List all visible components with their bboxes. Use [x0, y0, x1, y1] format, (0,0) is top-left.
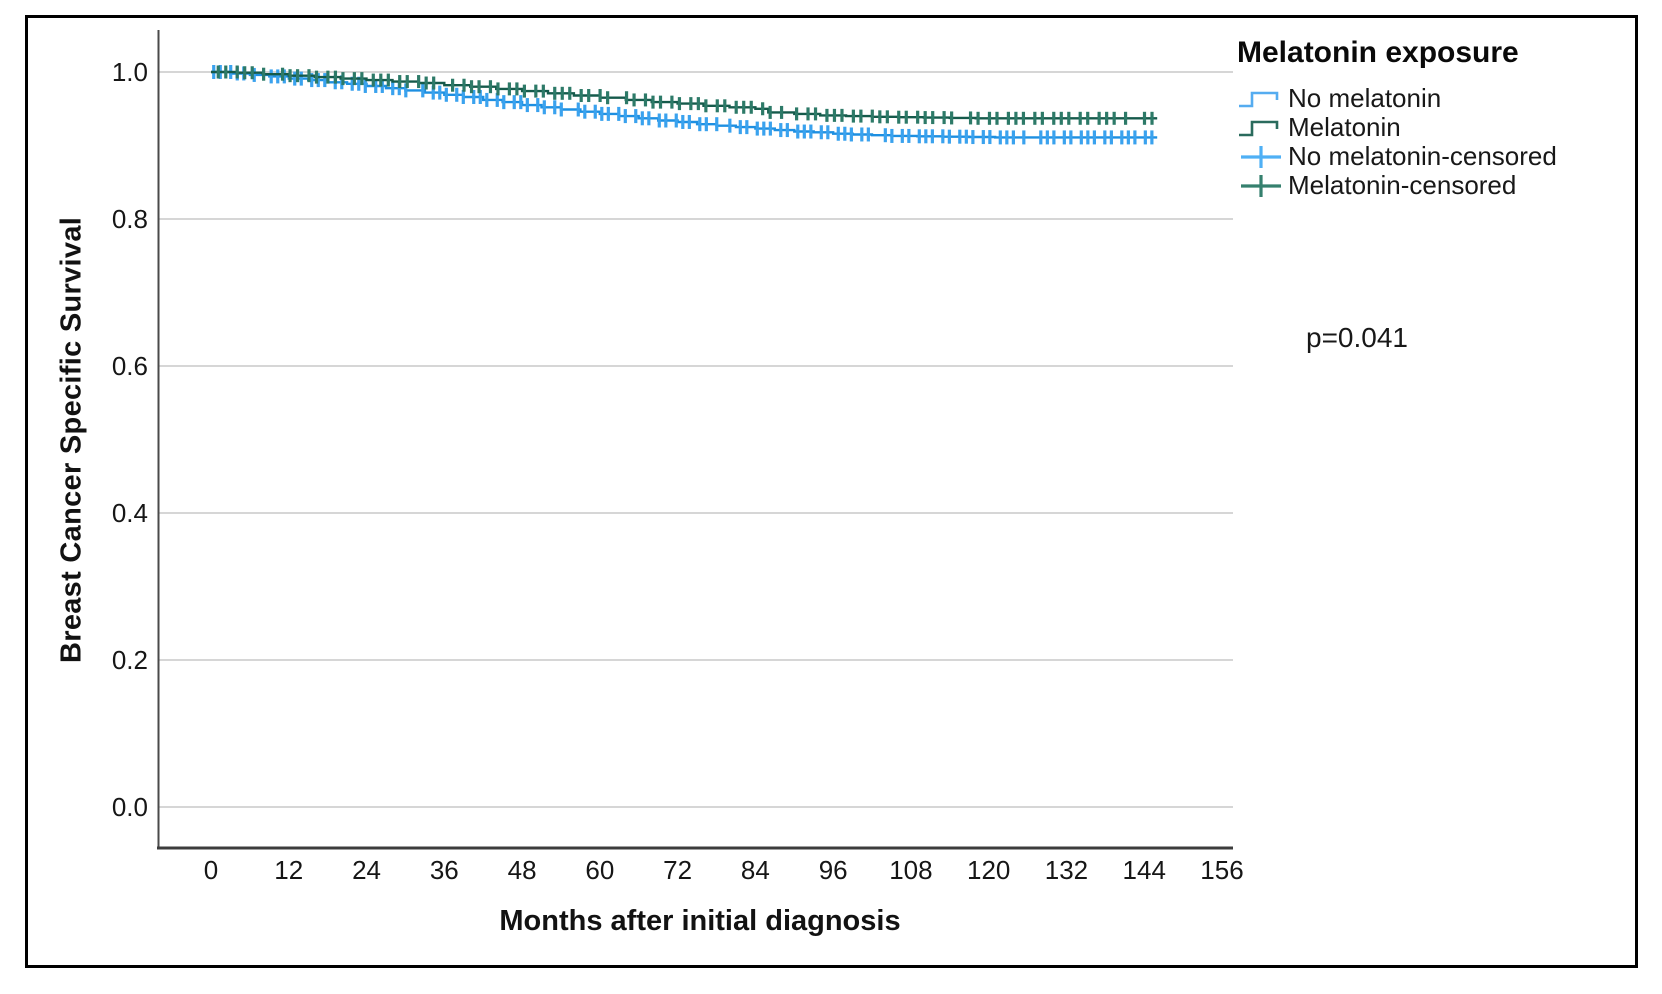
- legend-item-label: No melatonin-censored: [1288, 141, 1557, 171]
- svg-text:60: 60: [585, 855, 614, 885]
- legend: Melatonin exposure No melatonin Melatonin…: [1237, 36, 1652, 200]
- chart-border-frame: [25, 15, 1638, 968]
- svg-text:36: 36: [430, 855, 459, 885]
- svg-text:132: 132: [1045, 855, 1088, 885]
- survival-curve-melatonin: [211, 70, 1158, 120]
- svg-text:12: 12: [274, 855, 303, 885]
- svg-text:0.6: 0.6: [112, 351, 148, 381]
- legend-item: Melatonin: [1237, 112, 1652, 142]
- svg-text:84: 84: [741, 855, 770, 885]
- censor-marks-no-melatonin: [212, 65, 1154, 145]
- legend-item: No melatonin: [1237, 83, 1652, 113]
- censor-marks-melatonin: [216, 65, 1154, 125]
- legend-title: Melatonin exposure: [1237, 36, 1519, 69]
- legend-item: No melatonin-censored: [1237, 141, 1652, 171]
- svg-text:0: 0: [204, 855, 218, 885]
- svg-text:96: 96: [819, 855, 848, 885]
- y-axis-tick-labels: 1.0 0.8 0.6 0.4 0.2 0.0: [112, 57, 148, 822]
- svg-text:0.8: 0.8: [112, 204, 148, 234]
- legend-censored-plus-icon: [1241, 174, 1281, 197]
- svg-text:24: 24: [352, 855, 381, 885]
- svg-text:0.2: 0.2: [112, 645, 148, 675]
- svg-text:156: 156: [1200, 855, 1243, 885]
- svg-text:144: 144: [1123, 855, 1166, 885]
- legend-item: Melatonin-censored: [1237, 170, 1652, 200]
- legend-item-label: Melatonin-censored: [1288, 170, 1517, 200]
- legend-censored-plus-icon: [1241, 145, 1281, 168]
- legend-step-line-icon: [1239, 91, 1279, 107]
- legend-item-label: No melatonin: [1288, 83, 1442, 113]
- svg-text:120: 120: [967, 855, 1010, 885]
- y-axis-title: Breast Cancer Specific Survival: [55, 216, 88, 664]
- svg-text:0.4: 0.4: [112, 498, 148, 528]
- svg-text:0.0: 0.0: [112, 792, 148, 822]
- x-axis-title: Months after initial diagnosis: [499, 905, 901, 937]
- legend-items: No melatonin Melatonin No melatonin-censor…: [1237, 83, 1652, 200]
- legend-item-label: Melatonin: [1288, 112, 1401, 142]
- svg-text:72: 72: [663, 855, 692, 885]
- svg-text:48: 48: [508, 855, 537, 885]
- svg-text:108: 108: [889, 855, 932, 885]
- axes: [157, 30, 1233, 850]
- gridlines: [158, 71, 1233, 808]
- x-axis-tick-labels: 0 12 24 36 48 60 72 84 96 108 120 132 144 156: [204, 855, 1244, 885]
- svg-text:1.0: 1.0: [112, 57, 148, 87]
- p-value-annotation: p=0.041: [1306, 322, 1408, 353]
- legend-step-line-icon: [1239, 120, 1279, 136]
